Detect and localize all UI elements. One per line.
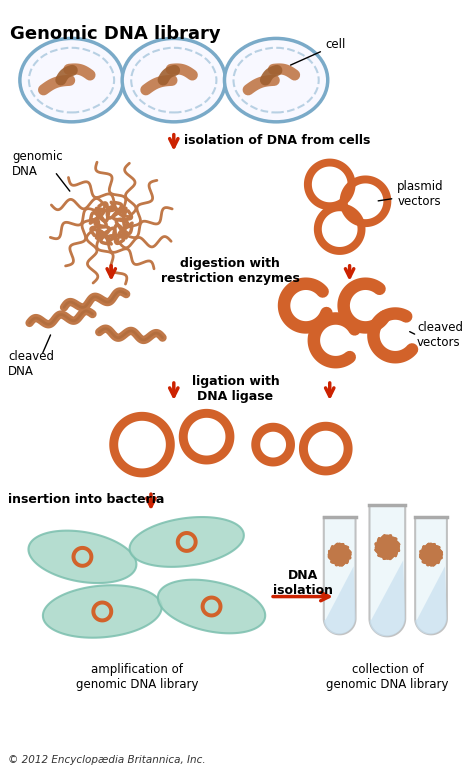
Text: digestion with
restriction enzymes: digestion with restriction enzymes bbox=[161, 257, 300, 285]
Text: cleaved
vectors: cleaved vectors bbox=[417, 321, 463, 349]
Polygon shape bbox=[299, 422, 353, 475]
Text: plasmid
vectors: plasmid vectors bbox=[378, 180, 444, 209]
Polygon shape bbox=[324, 566, 356, 634]
Text: ligation with
DNA ligase: ligation with DNA ligase bbox=[191, 375, 279, 403]
Text: isolation of DNA from cells: isolation of DNA from cells bbox=[184, 135, 370, 147]
Text: amplification of
genomic DNA library: amplification of genomic DNA library bbox=[76, 663, 198, 691]
Text: collection of
genomic DNA library: collection of genomic DNA library bbox=[326, 663, 448, 691]
Polygon shape bbox=[304, 159, 356, 210]
Polygon shape bbox=[415, 566, 447, 634]
Polygon shape bbox=[251, 422, 295, 467]
Polygon shape bbox=[340, 176, 392, 227]
Polygon shape bbox=[369, 505, 405, 636]
Polygon shape bbox=[415, 517, 447, 634]
Text: DNA
isolation: DNA isolation bbox=[273, 569, 333, 597]
Text: cleaved
DNA: cleaved DNA bbox=[8, 350, 54, 378]
Polygon shape bbox=[72, 546, 93, 568]
Ellipse shape bbox=[225, 38, 328, 122]
Polygon shape bbox=[201, 596, 222, 618]
Text: Genomic DNA library: Genomic DNA library bbox=[10, 24, 220, 43]
Text: © 2012 Encyclopædia Britannica, Inc.: © 2012 Encyclopædia Britannica, Inc. bbox=[8, 755, 206, 766]
Text: genomic
DNA: genomic DNA bbox=[12, 149, 63, 177]
Polygon shape bbox=[370, 560, 405, 636]
Polygon shape bbox=[28, 531, 137, 583]
Polygon shape bbox=[43, 585, 162, 638]
Polygon shape bbox=[324, 517, 356, 634]
Polygon shape bbox=[158, 580, 265, 633]
Polygon shape bbox=[91, 601, 113, 622]
Polygon shape bbox=[129, 517, 244, 567]
Polygon shape bbox=[176, 531, 198, 553]
Text: cell: cell bbox=[291, 38, 346, 65]
Ellipse shape bbox=[122, 38, 226, 122]
Text: insertion into bacteria: insertion into bacteria bbox=[8, 492, 164, 506]
Polygon shape bbox=[109, 412, 175, 478]
Polygon shape bbox=[314, 203, 365, 255]
Polygon shape bbox=[179, 409, 234, 464]
Ellipse shape bbox=[20, 38, 123, 122]
